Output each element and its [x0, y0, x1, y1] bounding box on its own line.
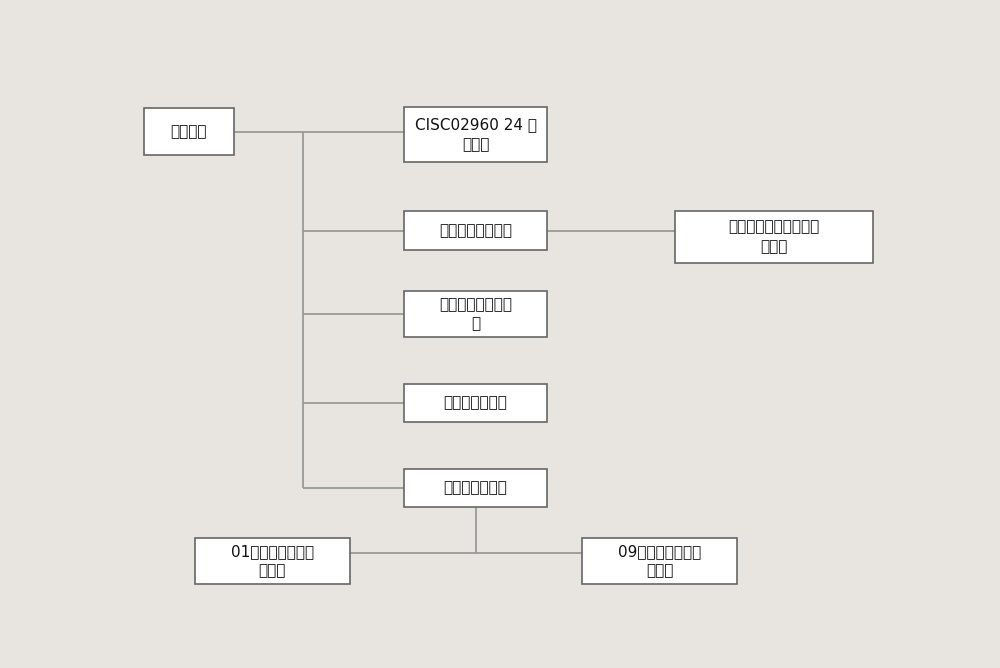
- Text: 风电场无功功率需求读
取模块: 风电场无功功率需求读 取模块: [728, 220, 820, 255]
- FancyBboxPatch shape: [404, 291, 547, 337]
- Text: CISC02960 24 口
交换机: CISC02960 24 口 交换机: [415, 118, 537, 152]
- Text: 监控系统后台服务
器: 监控系统后台服务 器: [439, 297, 512, 331]
- Text: 监控系统: 监控系统: [171, 124, 207, 139]
- FancyBboxPatch shape: [195, 538, 350, 584]
- FancyBboxPatch shape: [404, 383, 547, 422]
- Text: 数据存储服务器: 数据存储服务器: [444, 395, 508, 410]
- Text: 09号风机单模光电
交换机: 09号风机单模光电 交换机: [618, 544, 701, 578]
- Text: 风电场无功控制器: 风电场无功控制器: [439, 223, 512, 238]
- FancyBboxPatch shape: [582, 538, 737, 584]
- FancyBboxPatch shape: [675, 211, 873, 263]
- Text: 单模光电交换机: 单模光电交换机: [444, 480, 508, 495]
- Text: 01号风机单模光电
交换机: 01号风机单模光电 交换机: [231, 544, 314, 578]
- FancyBboxPatch shape: [404, 211, 547, 250]
- FancyBboxPatch shape: [404, 468, 547, 507]
- FancyBboxPatch shape: [404, 107, 547, 162]
- FancyBboxPatch shape: [144, 108, 234, 155]
